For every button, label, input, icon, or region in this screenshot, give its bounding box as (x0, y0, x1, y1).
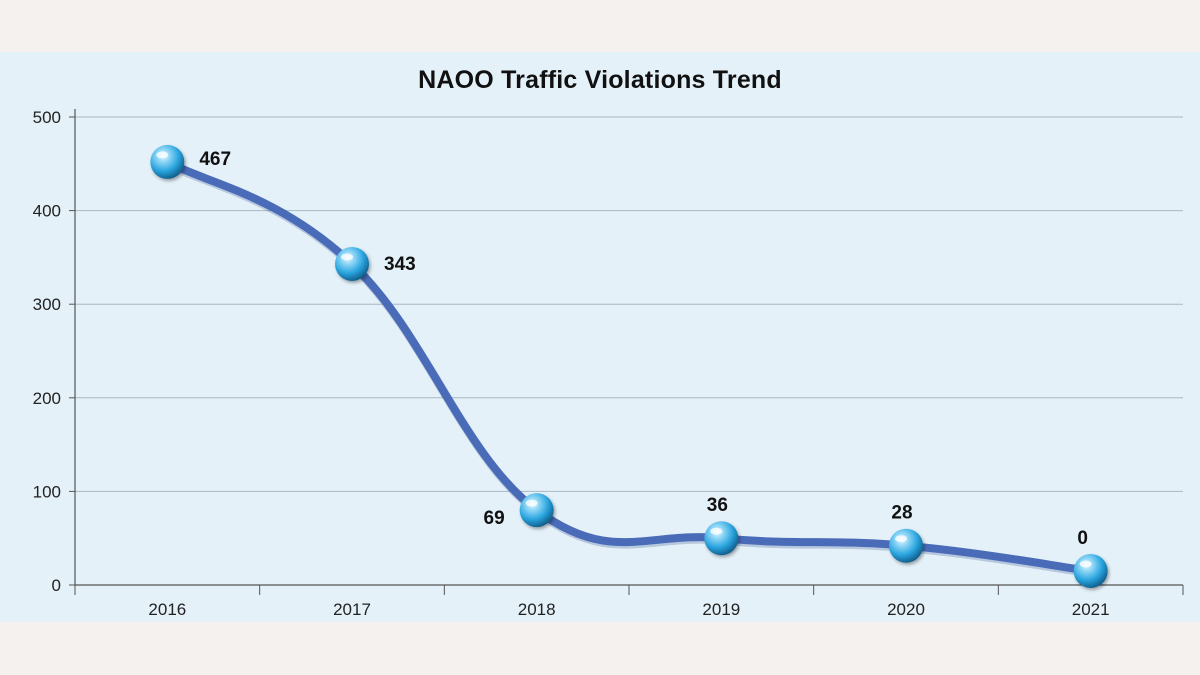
data-point (1073, 553, 1108, 588)
x-tick-label: 2017 (333, 600, 371, 619)
x-tick-label: 2021 (1072, 600, 1110, 619)
y-tick-label: 400 (33, 202, 61, 221)
data-point-marker (335, 246, 369, 281)
data-point (335, 246, 369, 281)
series-line (163, 157, 1095, 575)
data-point (150, 144, 185, 179)
x-tick-label: 2019 (702, 600, 740, 619)
data-point-marker (150, 144, 185, 179)
data-label: 343 (384, 254, 416, 275)
x-tick-label: 2018 (518, 600, 556, 619)
y-tick-label: 200 (33, 389, 61, 408)
x-tick-label: 2020 (887, 600, 925, 619)
marker-highlight (1079, 560, 1092, 568)
y-tick-label: 300 (33, 295, 61, 314)
chart-panel: NAOO Traffic Violations Trend 0 100 200 300… (0, 52, 1200, 622)
line-chart: 0 100 200 300 400 500 2016 2017 2018 2019 2020 2021… (33, 108, 1184, 619)
data-point-marker (889, 528, 923, 563)
data-point (519, 493, 554, 528)
data-label: 467 (199, 149, 231, 170)
y-tick-label: 100 (33, 482, 61, 501)
data-point-marker (1073, 553, 1108, 588)
data-point (704, 521, 739, 556)
x-tick-label: 2016 (148, 600, 186, 619)
chart-title: NAOO Traffic Violations Trend (418, 66, 782, 94)
data-point-marker (704, 521, 739, 556)
y-tick-label: 0 (52, 576, 61, 595)
marker-highlight (525, 499, 538, 507)
data-label: 0 (1077, 528, 1088, 549)
marker-highlight (156, 151, 169, 159)
data-label: 28 (891, 503, 912, 524)
y-tick-label: 500 (33, 108, 61, 127)
data-point (889, 528, 923, 563)
marker-highlight (341, 253, 353, 261)
data-label: 69 (484, 508, 505, 529)
marker-highlight (710, 527, 723, 535)
marker-highlight (895, 535, 907, 543)
data-point-marker (519, 493, 554, 528)
data-label: 36 (707, 495, 728, 516)
